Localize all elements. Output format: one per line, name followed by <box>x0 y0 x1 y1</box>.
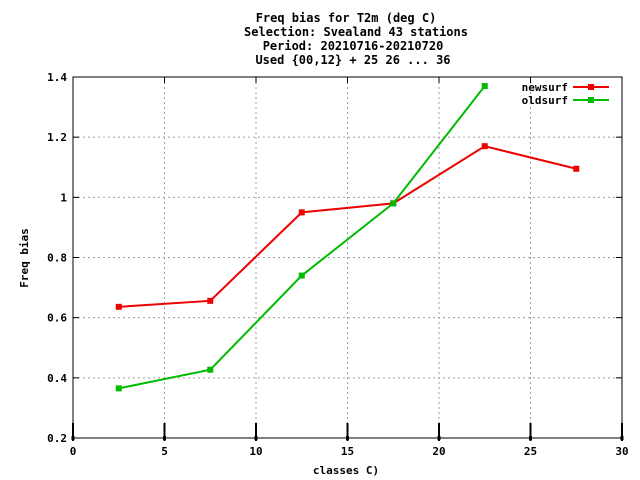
x-tick-label: 20 <box>432 445 445 458</box>
x-tick-label: 30 <box>615 445 628 458</box>
y-tick-label: 1 <box>60 191 67 204</box>
x-tick-label: 15 <box>341 445 354 458</box>
legend-marker-oldsurf <box>588 97 594 103</box>
y-tick-label: 1.2 <box>47 131 67 144</box>
axis-ticks: 0 5 10 15 20 25 30 0.2 0.4 0.6 0.8 1 1.2 1.4 <box>47 71 629 458</box>
data-point-oldsurf <box>207 366 214 373</box>
y-tick-label: 0.4 <box>47 372 67 385</box>
title-line-4: Used {00,12} + 25 26 ... 36 <box>255 53 450 67</box>
grid <box>73 77 622 438</box>
x-tick-label: 5 <box>161 445 168 458</box>
data-point-oldsurf <box>115 385 122 392</box>
data-point-newsurf <box>115 303 122 310</box>
title-line-3: Period: 20210716-20210720 <box>263 39 444 53</box>
x-axis-marker-point <box>346 436 349 440</box>
x-tick-label: 0 <box>70 445 77 458</box>
data-point-newsurf <box>481 143 488 150</box>
data-point-oldsurf <box>481 83 488 90</box>
legend-label-newsurf: newsurf <box>522 81 568 94</box>
chart-title: Freq bias for T2m (deg C) Selection: Sve… <box>244 11 468 67</box>
series-line-oldsurf <box>118 85 486 390</box>
data-point-oldsurf <box>390 200 397 207</box>
legend-marker-newsurf <box>588 84 594 90</box>
y-axis-label: Freq bias <box>18 228 31 288</box>
x-axis-marker-point <box>254 436 258 440</box>
x-axis-marker-point <box>437 436 441 440</box>
legend-item-newsurf: newsurf <box>522 81 609 94</box>
title-line-2: Selection: Svealand 43 stations <box>244 25 468 39</box>
series <box>115 83 580 392</box>
x-axis-label: classes C) <box>313 464 379 477</box>
y-tick-label: 0.2 <box>47 432 67 445</box>
x-axis-marker-point <box>529 436 532 440</box>
data-point-oldsurf <box>298 272 305 279</box>
series-line-newsurf <box>118 145 577 308</box>
y-tick-label: 0.6 <box>47 312 67 325</box>
legend-item-oldsurf: oldsurf <box>522 94 609 107</box>
title-line-1: Freq bias for T2m (deg C) <box>256 11 437 25</box>
x-tick-label: 25 <box>524 445 537 458</box>
y-tick-label: 0.8 <box>47 252 67 265</box>
x-axis-marker-point <box>163 436 166 440</box>
series-oldsurf <box>115 83 488 392</box>
data-point-newsurf <box>298 209 305 216</box>
legend-label-oldsurf: oldsurf <box>522 94 568 107</box>
data-point-newsurf <box>207 297 214 304</box>
data-point-newsurf <box>573 165 580 172</box>
x-tick-label: 10 <box>249 445 262 458</box>
y-tick-label: 1.4 <box>47 71 67 84</box>
